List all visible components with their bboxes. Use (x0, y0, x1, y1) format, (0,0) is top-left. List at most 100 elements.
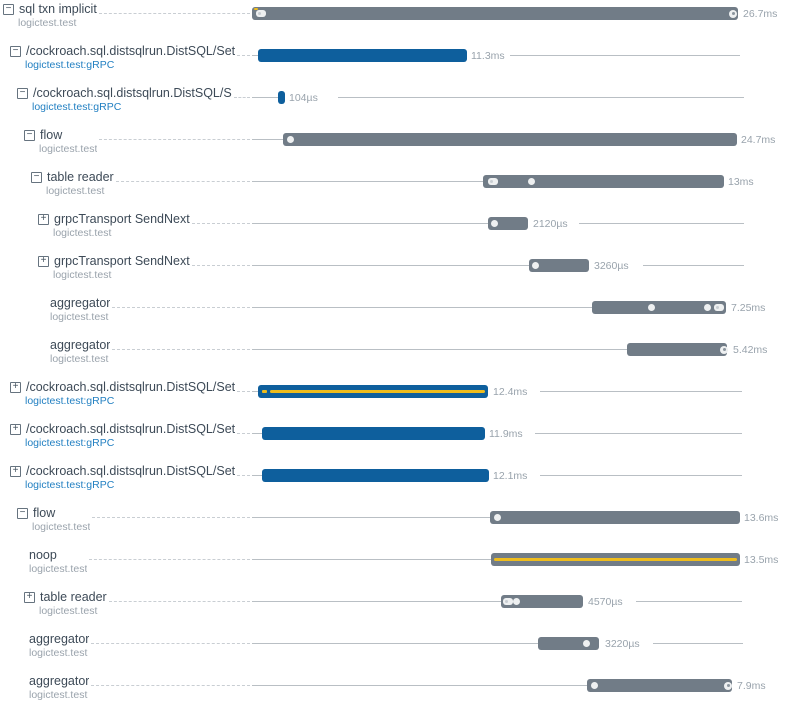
trace-row[interactable]: − /cockroach.sql.distsqlrun.DistSQL/Set … (0, 42, 786, 84)
span-timeline: 13ms (252, 168, 786, 210)
timeline-connector-line (252, 601, 501, 602)
span-event-marker[interactable] (729, 9, 737, 18)
span-timeline: 12.4ms (252, 378, 786, 420)
trace-row[interactable]: − sql txn implicit logictest.test 26.7ms (0, 0, 786, 42)
span-bar[interactable] (483, 175, 724, 188)
trace-row[interactable]: noop logictest.test 13.5ms (0, 546, 786, 588)
span-label: − table reader logictest.test (0, 168, 114, 197)
collapse-icon[interactable]: − (31, 172, 42, 183)
span-event-marker[interactable] (591, 682, 598, 689)
span-title: flow (33, 506, 56, 520)
span-title: table reader (40, 590, 107, 604)
span-event-marker[interactable] (724, 681, 732, 690)
trace-row[interactable]: aggregator logictest.test 5.42ms (0, 336, 786, 378)
span-title-line: aggregator (50, 296, 110, 311)
span-event-marker[interactable] (513, 598, 520, 605)
span-event-marker[interactable] (494, 514, 501, 521)
span-bar[interactable] (529, 259, 589, 272)
leader-dashed-line (92, 504, 250, 518)
span-event-marker[interactable] (256, 10, 266, 17)
span-bar[interactable] (258, 49, 467, 62)
trace-row[interactable]: − /cockroach.sql.distsqlrun.DistSQL/S lo… (0, 84, 786, 126)
span-bar[interactable] (252, 7, 738, 20)
trace-row[interactable]: + /cockroach.sql.distsqlrun.DistSQL/Set … (0, 378, 786, 420)
span-duration: 13ms (728, 176, 754, 188)
span-bar[interactable] (488, 217, 528, 230)
leader-dashed-line (91, 672, 250, 686)
span-duration: 3260µs (594, 260, 629, 272)
timeline-connector-line (252, 139, 283, 140)
timeline-connector-line (252, 685, 587, 686)
expand-icon[interactable]: + (38, 214, 49, 225)
trace-row[interactable]: + /cockroach.sql.distsqlrun.DistSQL/Set … (0, 462, 786, 504)
span-title-line: − table reader (31, 170, 114, 185)
span-label: noop logictest.test (0, 546, 87, 575)
span-timeline: 24.7ms (252, 126, 786, 168)
span-event-marker[interactable] (488, 178, 498, 185)
expand-icon[interactable]: + (38, 256, 49, 267)
span-label: aggregator logictest.test (0, 336, 110, 365)
collapse-icon[interactable]: − (24, 130, 35, 141)
timeline-connector-line (252, 349, 627, 350)
collapse-icon[interactable]: − (17, 88, 28, 99)
trace-row[interactable]: + table reader logictest.test 4570µs (0, 588, 786, 630)
expand-icon[interactable]: + (10, 466, 21, 477)
collapse-icon[interactable]: − (10, 46, 21, 57)
span-title: /cockroach.sql.distsqlrun.DistSQL/Set (26, 380, 236, 394)
span-title: aggregator (29, 632, 90, 646)
leader-dashed-line (91, 630, 250, 644)
span-bar[interactable] (490, 511, 740, 524)
trace-row[interactable]: aggregator logictest.test 7.9ms (0, 672, 786, 714)
span-bar[interactable] (258, 385, 488, 398)
span-title: sql txn implicit (19, 2, 97, 16)
span-event-marker[interactable] (503, 598, 513, 605)
collapse-icon[interactable]: − (17, 508, 28, 519)
span-event-marker[interactable] (532, 262, 539, 269)
span-bar[interactable] (491, 553, 740, 566)
trace-row[interactable]: − flow logictest.test 13.6ms (0, 504, 786, 546)
span-label: + /cockroach.sql.distsqlrun.DistSQL/Set … (0, 420, 235, 449)
span-bar[interactable] (592, 301, 726, 314)
span-timeline: 7.25ms (252, 294, 786, 336)
span-title: aggregator (50, 338, 111, 352)
span-bar[interactable] (627, 343, 727, 356)
intra-span-highlight (494, 558, 737, 561)
span-event-marker[interactable] (583, 640, 590, 647)
trace-row[interactable]: − table reader logictest.test 13ms (0, 168, 786, 210)
span-bar[interactable] (283, 133, 737, 146)
trace-row[interactable]: + grpcTransport SendNext logictest.test … (0, 210, 786, 252)
trace-row[interactable]: aggregator logictest.test 7.25ms (0, 294, 786, 336)
span-event-marker[interactable] (714, 304, 724, 311)
span-bar[interactable] (262, 427, 485, 440)
span-title: grpcTransport SendNext (54, 254, 190, 268)
span-event-marker[interactable] (287, 136, 294, 143)
expand-icon[interactable]: + (10, 382, 21, 393)
span-title-line: + grpcTransport SendNext (38, 212, 190, 227)
trace-row[interactable]: + /cockroach.sql.distsqlrun.DistSQL/Set … (0, 420, 786, 462)
trace-row[interactable]: − flow logictest.test 24.7ms (0, 126, 786, 168)
span-event-marker[interactable] (491, 220, 498, 227)
span-service: logictest.test (29, 689, 88, 701)
span-service: logictest.test:gRPC (25, 437, 115, 449)
span-title: /cockroach.sql.distsqlrun.DistSQL/Set (26, 44, 236, 58)
span-bar[interactable] (501, 595, 583, 608)
span-bar[interactable] (587, 679, 732, 692)
trace-row[interactable]: + grpcTransport SendNext logictest.test … (0, 252, 786, 294)
span-bar[interactable] (262, 469, 489, 482)
span-bar[interactable] (278, 91, 285, 104)
span-event-marker[interactable] (704, 304, 711, 311)
span-event-marker[interactable] (648, 304, 655, 311)
trace-row[interactable]: aggregator logictest.test 3220µs (0, 630, 786, 672)
timeline-connector-line (252, 643, 538, 644)
span-duration: 4570µs (588, 596, 623, 608)
span-title-line: + grpcTransport SendNext (38, 254, 190, 269)
timeline-connector-line (252, 559, 491, 560)
span-title-line: aggregator (29, 632, 89, 647)
span-event-marker[interactable] (528, 178, 535, 185)
span-duration: 7.25ms (731, 302, 766, 314)
span-label: − sql txn implicit logictest.test (0, 0, 97, 29)
collapse-icon[interactable]: − (3, 4, 14, 15)
span-event-marker[interactable] (720, 345, 728, 354)
expand-icon[interactable]: + (10, 424, 21, 435)
expand-icon[interactable]: + (24, 592, 35, 603)
